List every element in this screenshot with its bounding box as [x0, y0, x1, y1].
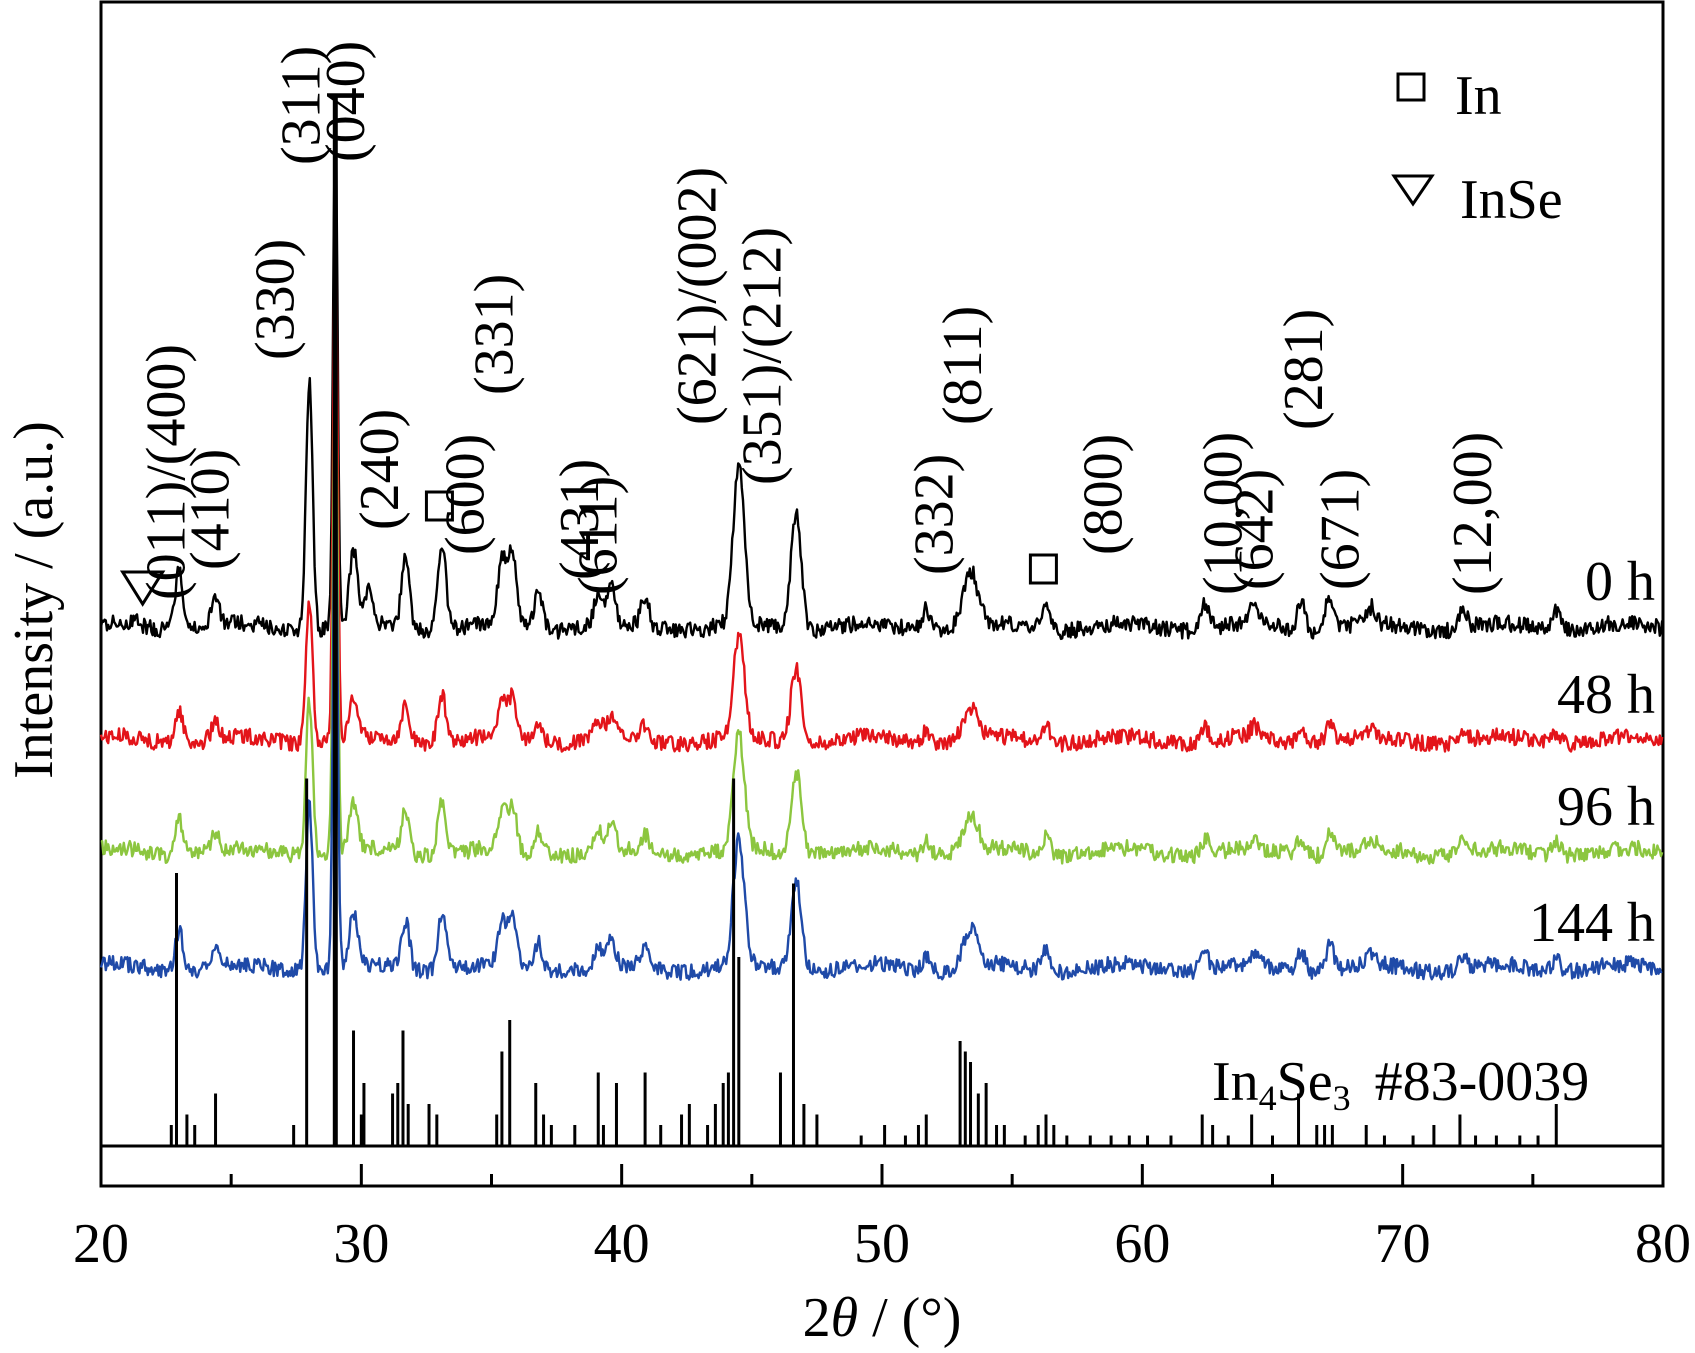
peak-label: (600): [435, 434, 497, 555]
legend-label-in: In: [1455, 65, 1502, 127]
series-label: 48 h: [1557, 664, 1655, 726]
series-labels: 0 h 48 h 96 h 144 h: [1529, 551, 1655, 954]
peak-label: (671): [1309, 469, 1371, 590]
peak-label: (311): [271, 46, 333, 165]
x-tick-label: 60: [1114, 1213, 1170, 1275]
legend-label-inse: InSe: [1460, 169, 1563, 231]
peak-label: (621)/(002): [666, 167, 728, 425]
x-tick-label: 70: [1375, 1213, 1431, 1275]
peak-label: (642): [1224, 469, 1286, 590]
peak-label: (611): [568, 476, 630, 595]
series-line-2: [100, 340, 1664, 865]
phase-markers: [119, 490, 1058, 607]
peak-label: (240): [349, 409, 411, 530]
x-tick-label: 40: [594, 1213, 650, 1275]
y-axis-title: Intensity / (a.u.): [3, 421, 65, 779]
series-label: 0 h: [1585, 551, 1655, 613]
peak-label: (332): [903, 454, 965, 575]
in-square-marker-icon: [424, 490, 454, 522]
series-line-0: [99, 117, 1664, 641]
reference-pattern: [169, 96, 1558, 1146]
peak-label: (811): [932, 306, 994, 425]
x-tick-label: 80: [1635, 1213, 1691, 1275]
x-axis-title: 2θ / (°): [803, 1287, 962, 1349]
series-label: 144 h: [1529, 892, 1655, 954]
peak-label: (281): [1273, 309, 1335, 430]
x-tick-label: 50: [854, 1213, 910, 1275]
peak-labels: (011)/(400)(410) (330) (311)(040) (240) (600…: [135, 41, 1504, 600]
legend-square-icon: [1396, 72, 1426, 102]
peak-label: (10,00): [1192, 432, 1254, 595]
series-label: 96 h: [1557, 776, 1655, 838]
peak-label: (331): [463, 274, 525, 395]
peak-label: (330): [245, 239, 307, 360]
peak-label: (431): [549, 459, 611, 580]
legend: In InSe: [1391, 65, 1563, 231]
series-line-1: [99, 221, 1664, 753]
peak-label: (800): [1073, 434, 1135, 555]
in-square-marker-icon: [1028, 553, 1058, 585]
x-ticks: 20 30 40 50 60 70 80: [73, 1164, 1691, 1275]
x-tick-label: 20: [73, 1213, 129, 1275]
peak-label: (040): [315, 41, 377, 162]
peak-label: (410): [180, 449, 242, 570]
peak-label: (12,00): [1442, 432, 1504, 595]
peak-label: (011)/(400): [135, 344, 197, 600]
inse-triangle-marker-icon: [119, 570, 166, 607]
x-tick-label: 30: [333, 1213, 389, 1275]
series-layer: [99, 117, 1664, 981]
reference-label: In4Se3 #83-0039: [1212, 1051, 1589, 1118]
peak-label: (351)/(212): [732, 227, 794, 485]
series-line-3: [99, 447, 1663, 981]
legend-triangle-down-icon: [1391, 174, 1435, 207]
